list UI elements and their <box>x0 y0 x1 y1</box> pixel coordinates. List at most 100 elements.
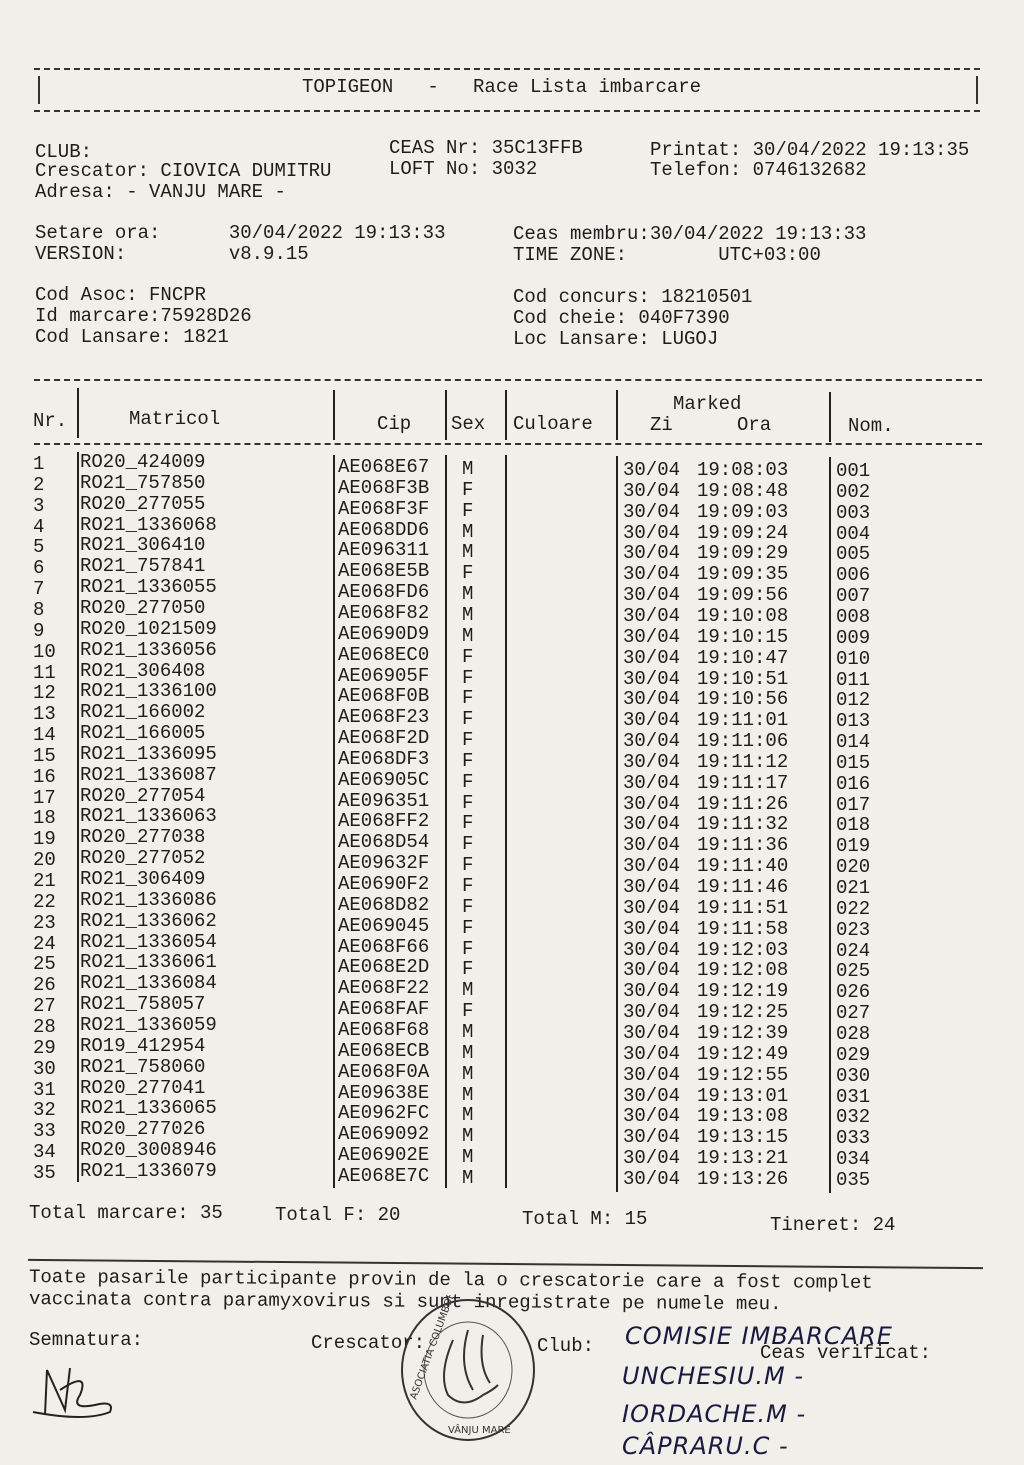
cell-ora: 19:09:24 <box>697 521 789 544</box>
header-marked: Marked <box>673 393 742 415</box>
cell-matricol: RO21_1336061 <box>80 951 217 974</box>
printat: Printat: 30/04/2022 19:13:35 <box>650 139 970 161</box>
club-label-footer: Club: <box>537 1335 595 1357</box>
cell-nom: 014 <box>836 731 871 754</box>
cell-nr: 26 <box>33 974 56 997</box>
cell-cip: AE068F22 <box>338 977 430 1000</box>
cell-ora: 19:11:46 <box>697 876 789 898</box>
cell-sex: M <box>462 1125 474 1148</box>
column-divider <box>505 455 507 1188</box>
cell-cip: AE068F23 <box>338 706 430 729</box>
cell-nr: 31 <box>33 1078 56 1101</box>
table-header-rule <box>34 443 982 445</box>
cell-nr: 7 <box>33 578 45 601</box>
total-m: Total M: 15 <box>522 1208 648 1230</box>
cell-ora: 19:10:51 <box>697 667 789 690</box>
cell-matricol: RO20_277055 <box>80 492 206 515</box>
cell-matricol: RO20_277052 <box>80 847 206 870</box>
cell-zi: 30/04 <box>623 1084 681 1107</box>
cell-ora: 19:08:03 <box>697 459 789 481</box>
cell-matricol: RO21_1336079 <box>80 1159 217 1182</box>
version: VERSION: v8.9.15 <box>35 243 309 265</box>
cell-cip: AE068F66 <box>338 935 430 958</box>
cell-nr: 25 <box>33 953 56 976</box>
cell-matricol: RO21_1336056 <box>80 638 217 661</box>
cell-ora: 19:11:17 <box>697 771 789 794</box>
ceas-membru: Ceas membru:30/04/2022 19:13:33 <box>513 223 867 245</box>
cell-cip: AE068F0A <box>338 1060 430 1083</box>
cell-nr: 3 <box>33 494 45 517</box>
cell-zi: 30/04 <box>623 604 681 627</box>
setare-ora: Setare ora: 30/04/2022 19:13:33 <box>35 222 446 244</box>
cell-zi: 30/04 <box>623 667 681 690</box>
cell-sex: F <box>462 770 474 793</box>
column-divider <box>829 457 831 1193</box>
cell-nr: 19 <box>33 828 56 851</box>
cell-zi: 30/04 <box>623 771 681 794</box>
cell-cip: AE068F3F <box>338 497 430 520</box>
cell-nr: 16 <box>33 765 56 788</box>
column-divider <box>77 388 79 438</box>
cell-cip: AE068ECB <box>338 1039 430 1062</box>
cell-ora: 19:11:12 <box>697 750 789 773</box>
cell-cip: AE068D54 <box>338 831 430 854</box>
cell-sex: F <box>462 833 474 856</box>
column-divider <box>77 452 79 1182</box>
cell-sex: F <box>462 854 474 877</box>
cell-sex: M <box>462 1041 474 1064</box>
club-label: CLUB: <box>35 141 93 163</box>
cell-cip: AE068EC0 <box>338 643 430 666</box>
cell-ora: 19:13:15 <box>697 1126 789 1149</box>
column-divider <box>333 390 335 440</box>
cell-cip: AE068FF2 <box>338 810 430 833</box>
cell-matricol: RO21_306408 <box>80 659 206 682</box>
cell-cip: AE068F68 <box>338 1018 430 1041</box>
cell-nom: 033 <box>836 1127 871 1150</box>
cell-sex: M <box>462 1146 474 1169</box>
cell-ora: 19:09:03 <box>697 500 789 523</box>
cell-ora: 19:12:49 <box>697 1042 789 1065</box>
cell-matricol: RO21_757850 <box>80 471 206 494</box>
cell-matricol: RO21_306410 <box>80 534 206 557</box>
cell-ora: 19:13:26 <box>697 1167 789 1190</box>
ceas-nr: CEAS Nr: 35C13FFB <box>389 137 583 159</box>
cod-concurs: Cod concurs: 18210501 <box>513 286 753 308</box>
cell-nom: 030 <box>836 1064 871 1087</box>
cell-matricol: RO21_1336087 <box>80 763 217 786</box>
cell-matricol: RO21_166002 <box>80 701 206 724</box>
cell-zi: 30/04 <box>623 542 681 565</box>
cell-cip: AE068F0B <box>338 685 430 708</box>
cell-ora: 19:11:58 <box>697 917 789 940</box>
cell-nom: 003 <box>836 501 871 524</box>
column-divider <box>829 392 831 442</box>
adresa: Adresa: - VANJU MARE - <box>35 181 286 203</box>
cell-nom: 034 <box>836 1148 871 1171</box>
cell-cip: AE06905F <box>338 664 430 687</box>
cell-cip: AE068E5B <box>338 560 430 583</box>
cell-nom: 022 <box>836 897 871 920</box>
cell-nom: 029 <box>836 1043 871 1066</box>
handwritten-line: IORDACHE.M - <box>622 1400 807 1428</box>
cell-nom: 032 <box>836 1106 871 1129</box>
cell-ora: 19:12:19 <box>697 980 789 1003</box>
cell-nom: 009 <box>836 626 871 649</box>
cell-zi: 30/04 <box>623 1105 681 1128</box>
cell-cip: AE096311 <box>338 539 430 562</box>
cell-cip: AE068DF3 <box>338 747 430 770</box>
cell-cip: AE068E67 <box>338 456 430 478</box>
cell-matricol: RO20_277050 <box>80 596 206 619</box>
cell-nom: 013 <box>836 710 871 733</box>
column-divider <box>505 390 507 440</box>
cell-zi: 30/04 <box>623 1021 681 1044</box>
page-title: TOPIGEON - Race Lista imbarcare <box>302 76 702 98</box>
cell-sex: F <box>462 499 474 522</box>
cell-zi: 30/04 <box>623 730 681 753</box>
cell-matricol: RO21_1336062 <box>80 909 217 932</box>
cell-zi: 30/04 <box>623 688 681 711</box>
header-zi: Zi <box>650 414 673 436</box>
cell-sex: M <box>462 1104 474 1127</box>
cell-nom: 008 <box>836 605 871 628</box>
cell-ora: 19:12:08 <box>697 959 789 982</box>
cell-matricol: RO21_166005 <box>80 722 206 745</box>
cell-nom: 035 <box>836 1168 871 1191</box>
